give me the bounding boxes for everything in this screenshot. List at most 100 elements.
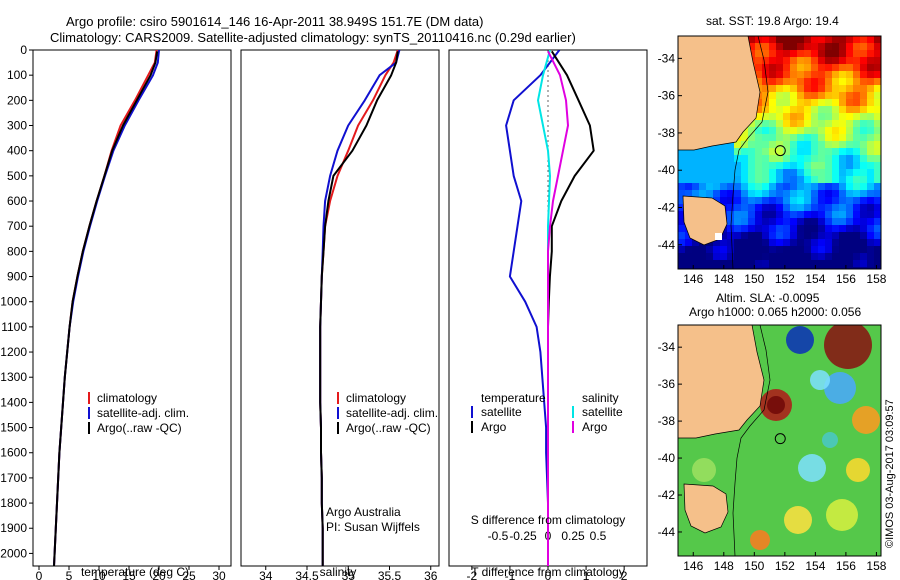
sst-cell bbox=[790, 99, 798, 107]
sst-cell bbox=[867, 106, 875, 114]
sst-cell bbox=[853, 92, 861, 100]
sst-cell bbox=[846, 141, 854, 149]
x-tick-label: 1 bbox=[583, 569, 590, 580]
sst-cell bbox=[706, 267, 714, 269]
sst-cell bbox=[832, 232, 840, 240]
sst-cell bbox=[860, 127, 868, 135]
sla-blob bbox=[822, 432, 838, 448]
sst-cell bbox=[839, 64, 847, 72]
depth-tick-label: 1100 bbox=[1, 320, 27, 334]
sst-cell bbox=[839, 78, 847, 86]
sst-cell bbox=[755, 176, 763, 184]
sst-cell bbox=[713, 155, 721, 163]
sst-cell bbox=[846, 43, 854, 51]
sst-cell bbox=[839, 92, 847, 100]
sst-cell bbox=[685, 253, 693, 261]
sst-cell bbox=[860, 92, 868, 100]
sst-cell bbox=[881, 148, 889, 156]
sst-cell bbox=[748, 218, 756, 226]
sst-cell bbox=[692, 183, 700, 191]
s-tick-label: 0.5 bbox=[590, 529, 607, 543]
sst-cell bbox=[881, 113, 889, 121]
sst-cell bbox=[804, 232, 812, 240]
sst-cell bbox=[832, 50, 840, 58]
sst-cell bbox=[853, 106, 861, 114]
sst-cell bbox=[832, 85, 840, 93]
legend-label-argo-temp: Argo bbox=[481, 420, 507, 434]
sst-cell bbox=[825, 253, 833, 261]
x-tick-label: 36 bbox=[424, 569, 438, 580]
sst-cell bbox=[853, 169, 861, 177]
sst-cell bbox=[846, 50, 854, 58]
sst-cell bbox=[783, 190, 791, 198]
sst-cell bbox=[790, 197, 798, 205]
sst-cell bbox=[797, 92, 805, 100]
sst-cell bbox=[811, 197, 819, 205]
sst-cell bbox=[741, 225, 749, 233]
sst-cell bbox=[797, 218, 805, 226]
sst-cell bbox=[832, 218, 840, 226]
sst-cell bbox=[741, 253, 749, 261]
sst-cell bbox=[818, 162, 826, 170]
sst-cell bbox=[860, 204, 868, 212]
legend-title-salinity: salinity bbox=[582, 391, 619, 405]
sst-cell bbox=[832, 162, 840, 170]
sst-cell bbox=[804, 260, 812, 268]
sst-cell bbox=[839, 190, 847, 198]
sst-cell bbox=[839, 106, 847, 114]
difference-profiles bbox=[505, 50, 595, 566]
x-tick-label: 34.5 bbox=[295, 569, 319, 580]
sst-cell bbox=[825, 57, 833, 65]
sst-cell bbox=[825, 176, 833, 184]
sst-cell bbox=[755, 162, 763, 170]
sst-cell bbox=[713, 148, 721, 156]
s-tick-label: -0.25 bbox=[509, 529, 537, 543]
sst-cell bbox=[874, 106, 881, 114]
sst-cell bbox=[804, 176, 812, 184]
sla-blob bbox=[824, 325, 872, 369]
sst-cell bbox=[860, 162, 868, 170]
sst-cell bbox=[783, 232, 791, 240]
sst-cell bbox=[769, 92, 777, 100]
sst-cell bbox=[874, 218, 881, 226]
sst-cell bbox=[678, 211, 686, 219]
sst-cell bbox=[762, 169, 770, 177]
legend-label-sat-sal: satellite bbox=[582, 405, 623, 419]
sst-cell bbox=[818, 78, 826, 86]
sla-map-tasmania bbox=[683, 483, 729, 534]
sst-cell bbox=[797, 267, 805, 269]
lon-tick-label: 156 bbox=[836, 272, 856, 286]
sst-cell bbox=[818, 225, 826, 233]
depth-tick-label: 0 bbox=[20, 43, 27, 57]
sst-cell bbox=[762, 211, 770, 219]
sst-cell bbox=[860, 78, 868, 86]
sst-cell bbox=[881, 43, 889, 51]
sst-cell bbox=[846, 99, 854, 107]
sst-cell bbox=[762, 134, 770, 142]
sst-cell bbox=[846, 106, 854, 114]
sst-cell bbox=[797, 232, 805, 240]
sst-cell bbox=[790, 57, 798, 65]
sst-cell bbox=[720, 155, 728, 163]
sst-cell bbox=[853, 267, 861, 269]
sst-cell bbox=[755, 253, 763, 261]
sst-cell bbox=[832, 127, 840, 135]
sst-cell bbox=[790, 190, 798, 198]
sst-cell bbox=[853, 155, 861, 163]
sst-cell bbox=[769, 155, 777, 163]
sst-cell bbox=[769, 232, 777, 240]
sst-cell bbox=[755, 99, 763, 107]
sst-cell bbox=[881, 260, 889, 268]
sst-cell bbox=[783, 92, 791, 100]
sst-cell bbox=[699, 176, 707, 184]
sst-cell bbox=[867, 211, 875, 219]
sst-cell bbox=[762, 162, 770, 170]
sst-cell bbox=[776, 190, 784, 198]
sst-cell bbox=[769, 169, 777, 177]
sst-cell bbox=[734, 260, 742, 268]
sst-cell bbox=[846, 64, 854, 72]
sst-cell bbox=[839, 218, 847, 226]
sst-cell bbox=[790, 120, 798, 128]
x-tick-label: 25 bbox=[182, 569, 196, 580]
sst-cell bbox=[839, 204, 847, 212]
